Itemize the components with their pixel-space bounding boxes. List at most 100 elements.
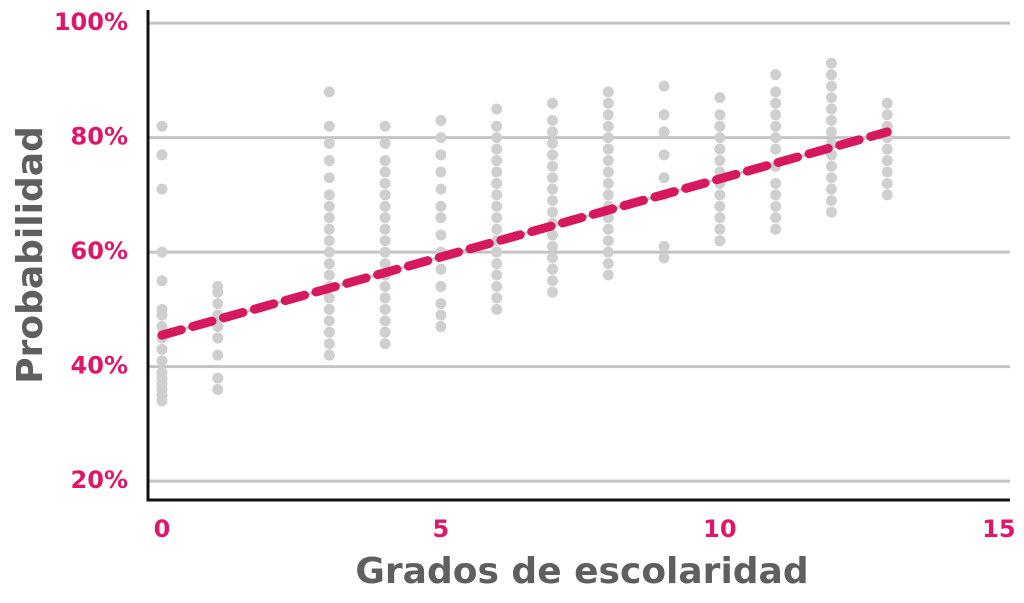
point [212, 384, 224, 396]
point [156, 246, 168, 258]
point [546, 206, 558, 218]
y-tick-label: 20% [71, 466, 128, 494]
point [435, 183, 447, 195]
point [491, 269, 503, 281]
point [658, 80, 670, 92]
point [379, 137, 391, 149]
point [658, 252, 670, 264]
point [491, 166, 503, 178]
point [770, 143, 782, 155]
point [546, 97, 558, 109]
point [323, 315, 335, 327]
point [491, 143, 503, 155]
point [714, 155, 726, 167]
point [602, 269, 614, 281]
point [379, 338, 391, 350]
point [156, 321, 168, 333]
point [825, 103, 837, 115]
point [435, 132, 447, 144]
point [323, 258, 335, 270]
point [546, 240, 558, 252]
point [491, 280, 503, 292]
point [825, 114, 837, 126]
point [825, 126, 837, 138]
point [881, 177, 893, 189]
point [435, 321, 447, 333]
x-axis-title: Grados de escolaridad [355, 551, 808, 592]
point [491, 189, 503, 201]
point [546, 195, 558, 207]
point [770, 223, 782, 235]
point [323, 349, 335, 361]
point [546, 126, 558, 138]
point [435, 263, 447, 275]
point [323, 303, 335, 315]
point [156, 149, 168, 161]
point [770, 97, 782, 109]
point [602, 166, 614, 178]
x-tick-label: 5 [433, 515, 450, 543]
point [491, 200, 503, 212]
point [435, 298, 447, 310]
point [602, 132, 614, 144]
point [714, 235, 726, 247]
point [323, 212, 335, 224]
point [770, 200, 782, 212]
point [825, 57, 837, 69]
point [491, 103, 503, 115]
point [379, 292, 391, 304]
point [323, 292, 335, 304]
y-tick-label: 40% [71, 352, 128, 380]
point [323, 120, 335, 132]
point [435, 229, 447, 241]
point [881, 109, 893, 121]
point [770, 69, 782, 81]
point [323, 326, 335, 338]
point [602, 177, 614, 189]
point [881, 97, 893, 109]
point [212, 372, 224, 384]
point [323, 189, 335, 201]
point [881, 189, 893, 201]
point [546, 137, 558, 149]
point [435, 212, 447, 224]
point [323, 155, 335, 167]
point [546, 275, 558, 287]
point [602, 97, 614, 109]
point [156, 303, 168, 315]
point [881, 155, 893, 167]
point [435, 200, 447, 212]
point [379, 177, 391, 189]
point [770, 109, 782, 121]
point [546, 160, 558, 172]
point [156, 355, 168, 367]
point [491, 246, 503, 258]
point [491, 132, 503, 144]
point [323, 86, 335, 98]
point [491, 120, 503, 132]
point [546, 149, 558, 161]
point [602, 120, 614, 132]
point [323, 223, 335, 235]
point [156, 366, 168, 378]
point [491, 223, 503, 235]
point [714, 132, 726, 144]
point [825, 195, 837, 207]
point [156, 120, 168, 132]
point [546, 183, 558, 195]
y-tick-label: 80% [71, 123, 128, 151]
point [546, 229, 558, 241]
point [323, 246, 335, 258]
y-axis-title: Probabilidad [10, 126, 51, 384]
point [546, 114, 558, 126]
point [714, 200, 726, 212]
point [212, 298, 224, 310]
point [491, 177, 503, 189]
point [714, 92, 726, 104]
point [379, 235, 391, 247]
point [881, 143, 893, 155]
point [435, 114, 447, 126]
point [825, 92, 837, 104]
point [212, 280, 224, 292]
x-tick-label: 0 [154, 515, 171, 543]
